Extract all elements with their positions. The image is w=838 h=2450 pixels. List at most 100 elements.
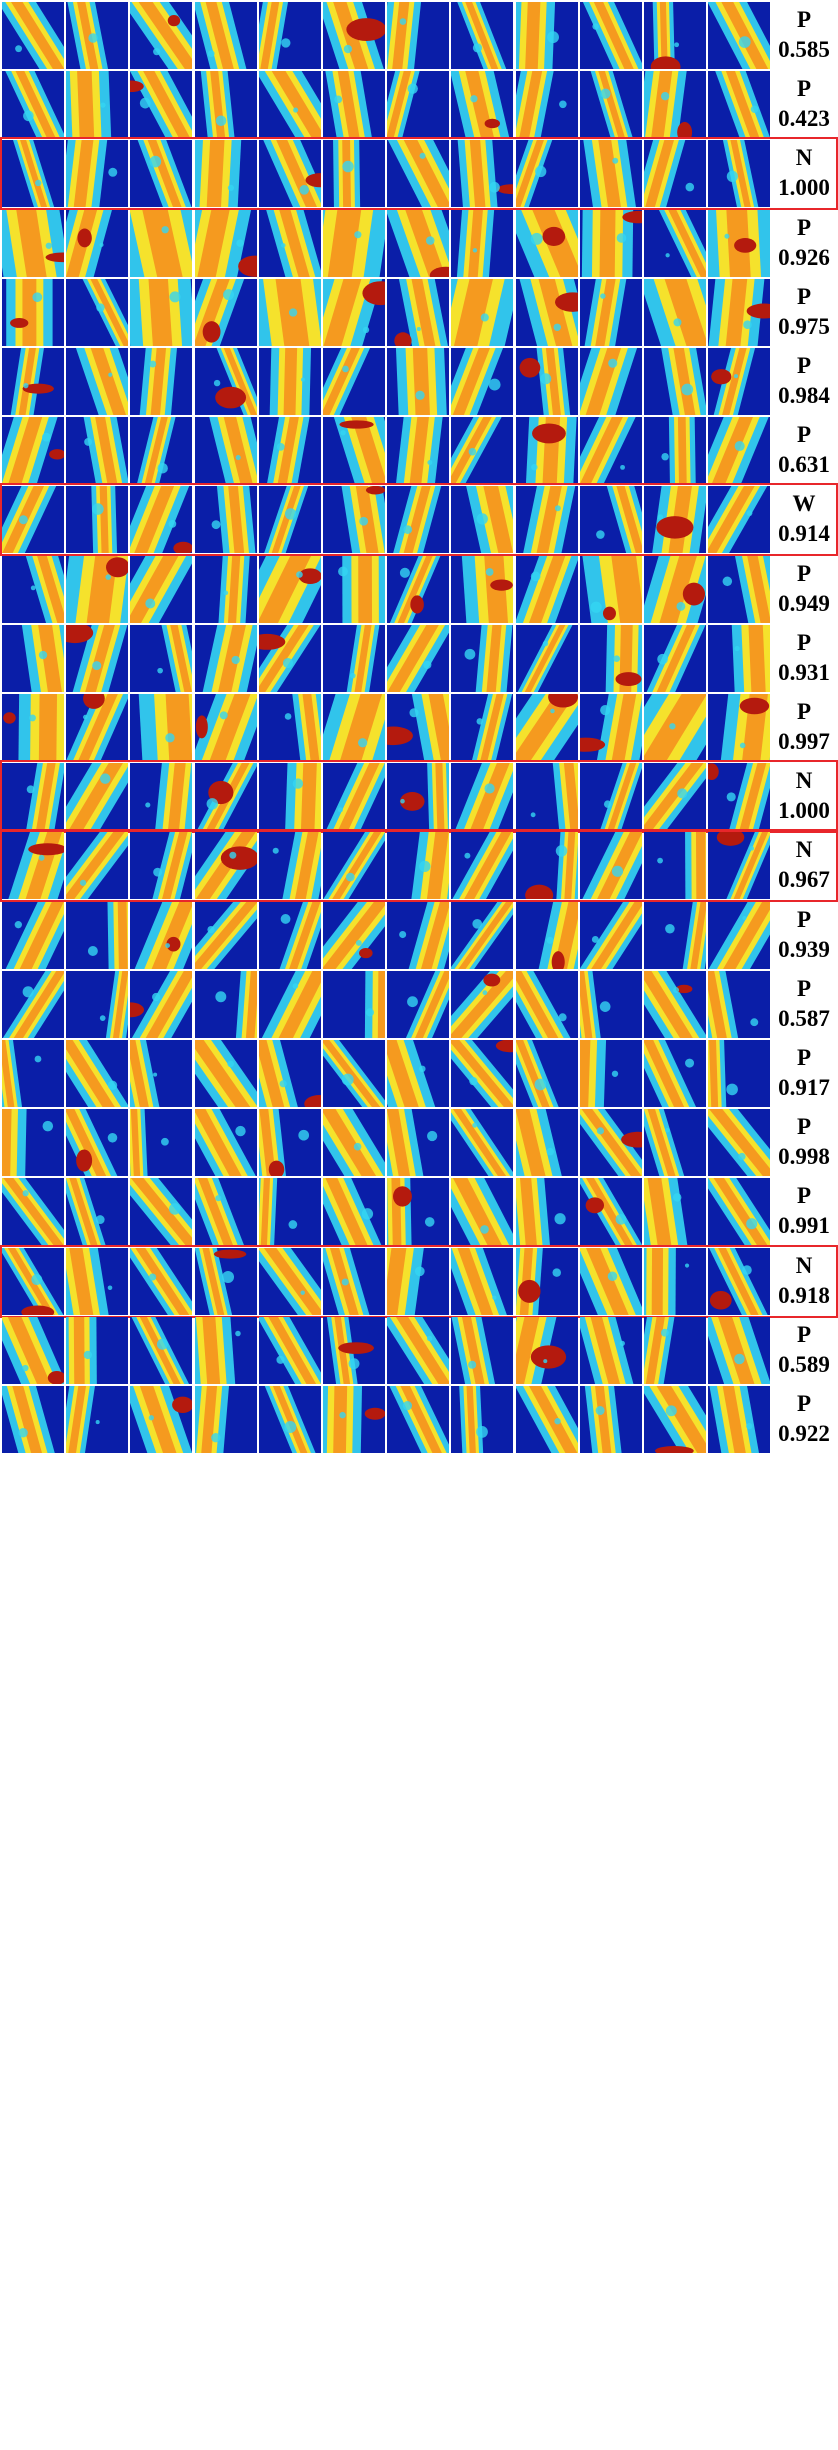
prediction-label: P 0.423 bbox=[773, 71, 835, 138]
heatmap-tile bbox=[194, 555, 257, 623]
heatmap-tile bbox=[323, 1109, 385, 1177]
heatmap-tile bbox=[515, 901, 578, 969]
prediction-label: P 0.998 bbox=[773, 1109, 835, 1176]
prediction-label: P 0.975 bbox=[773, 279, 835, 346]
heatmap-tile bbox=[258, 486, 321, 554]
heatmap-tile bbox=[323, 694, 385, 761]
heatmap-tile bbox=[387, 2, 450, 69]
heatmap-tile bbox=[644, 278, 706, 346]
result-row: N 1.000 bbox=[0, 760, 838, 834]
heatmap-tile bbox=[323, 555, 385, 623]
heatmap-tile bbox=[66, 624, 129, 692]
heatmap-tile bbox=[515, 140, 578, 208]
heatmap-tile bbox=[258, 278, 321, 346]
confidence-score: 0.423 bbox=[778, 106, 830, 132]
heatmap-tile bbox=[66, 1316, 129, 1384]
heatmap-tile bbox=[66, 1386, 129, 1453]
predicted-class: P bbox=[796, 353, 812, 378]
heatmap-tile bbox=[66, 763, 129, 831]
heatmap-tile bbox=[579, 71, 642, 139]
confidence-score: 0.975 bbox=[778, 313, 830, 339]
prediction-label: P 0.931 bbox=[773, 625, 835, 692]
heatmap-tile bbox=[258, 1247, 321, 1315]
predicted-class: P bbox=[796, 699, 812, 724]
heatmap-tile bbox=[644, 555, 706, 623]
heatmap-tile bbox=[579, 209, 642, 277]
heatmap-tile bbox=[708, 624, 771, 692]
heatmap-tile bbox=[130, 832, 193, 900]
heatmap-tile bbox=[644, 832, 706, 900]
heatmap-tile bbox=[515, 1178, 578, 1246]
heatmap-tile bbox=[194, 486, 257, 554]
result-row: P 0.949 bbox=[0, 555, 838, 623]
heatmap-tile bbox=[66, 486, 129, 554]
heatmap-tile bbox=[579, 1247, 642, 1315]
heatmap-tile bbox=[66, 140, 129, 208]
heatmap-tile bbox=[323, 1386, 385, 1453]
result-row: P 0.587 bbox=[0, 970, 838, 1038]
heatmap-tile bbox=[451, 278, 514, 346]
heatmap-tile bbox=[644, 763, 706, 831]
heatmap-tile bbox=[708, 209, 771, 277]
confidence-score: 0.914 bbox=[778, 521, 830, 547]
prediction-label: N 1.000 bbox=[773, 140, 835, 207]
heatmap-tile bbox=[2, 417, 64, 485]
heatmap-tile bbox=[194, 2, 257, 69]
heatmap-tile bbox=[66, 1040, 129, 1107]
prediction-label: N 0.967 bbox=[773, 832, 835, 899]
heatmap-tile bbox=[258, 1040, 321, 1107]
predicted-class: P bbox=[796, 560, 812, 586]
predicted-class: N bbox=[795, 837, 813, 863]
prediction-label: N 0.918 bbox=[773, 1248, 835, 1315]
heatmap-tile bbox=[194, 901, 257, 969]
heatmap-tile bbox=[579, 2, 642, 69]
heatmap-tile bbox=[451, 209, 514, 277]
heatmap-tile bbox=[515, 624, 578, 692]
heatmap-tile bbox=[579, 555, 642, 623]
confidence-score: 0.998 bbox=[778, 1144, 830, 1170]
heatmap-tile bbox=[579, 348, 642, 415]
confidence-score: 0.939 bbox=[778, 936, 830, 962]
heatmap-tile bbox=[387, 1247, 450, 1315]
heatmap-tile bbox=[579, 140, 642, 208]
heatmap-tile bbox=[130, 71, 193, 139]
heatmap-tile bbox=[451, 1178, 514, 1246]
heatmap-tile bbox=[579, 624, 642, 692]
heatmap-tile bbox=[451, 1316, 514, 1384]
heatmap-tile bbox=[387, 71, 450, 139]
confidence-score: 0.631 bbox=[778, 452, 830, 478]
heatmap-tile bbox=[323, 209, 385, 277]
predicted-class: P bbox=[796, 422, 812, 448]
heatmap-tile bbox=[130, 970, 193, 1038]
heatmap-tile bbox=[387, 140, 450, 208]
heatmap-tile bbox=[387, 1386, 450, 1453]
heatmap-tile bbox=[387, 970, 450, 1038]
heatmap-tile bbox=[194, 417, 257, 485]
heatmap-tile bbox=[258, 417, 321, 485]
prediction-label: W 0.914 bbox=[773, 486, 835, 553]
result-row: P 0.585 bbox=[0, 2, 838, 69]
heatmap-tile bbox=[708, 763, 771, 831]
heatmap-tile bbox=[387, 417, 450, 485]
heatmap-tile bbox=[515, 2, 578, 69]
heatmap-tile bbox=[66, 348, 129, 415]
heatmap-tile bbox=[644, 140, 706, 208]
heatmap-tile bbox=[66, 2, 129, 69]
heatmap-tile bbox=[515, 1386, 578, 1453]
heatmap-tile bbox=[194, 1316, 257, 1384]
predicted-class: P bbox=[796, 975, 812, 1001]
heatmap-tile bbox=[451, 624, 514, 692]
heatmap-tile bbox=[579, 901, 642, 969]
prediction-label: P 0.984 bbox=[773, 348, 835, 415]
heatmap-tile bbox=[194, 1247, 257, 1315]
heatmap-tile bbox=[2, 1247, 64, 1315]
heatmap-tile bbox=[2, 1109, 64, 1177]
heatmap-tile bbox=[387, 832, 450, 900]
heatmap-tile bbox=[387, 1109, 450, 1177]
heatmap-tile bbox=[451, 1386, 514, 1453]
heatmap-tile bbox=[258, 1178, 321, 1246]
heatmap-tile bbox=[194, 1178, 257, 1246]
heatmap-tile bbox=[515, 970, 578, 1038]
heatmap-tile bbox=[387, 348, 450, 415]
prediction-label: P 0.589 bbox=[773, 1317, 835, 1384]
